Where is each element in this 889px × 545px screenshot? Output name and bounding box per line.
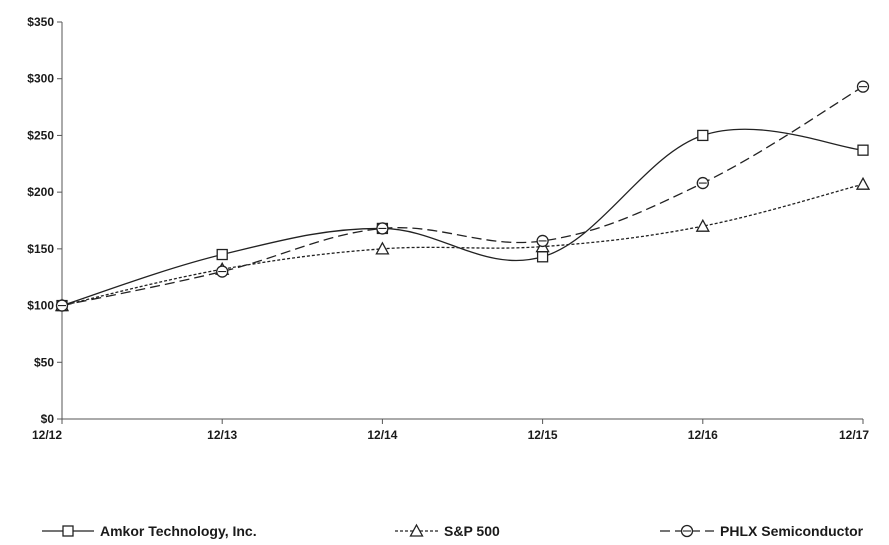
data-point-square <box>857 144 869 156</box>
data-point-square <box>697 129 709 142</box>
data-point-circle <box>376 222 389 235</box>
legend-item: Amkor Technology, Inc. <box>42 523 257 539</box>
y-axis-ticks: $0 $50 $100 $150 $200 $250 $300 $350 <box>27 15 62 426</box>
x-tick-label: 12/16 <box>688 428 718 442</box>
data-point-triangle <box>855 176 871 190</box>
y-tick-label: $0 <box>41 412 55 426</box>
legend-marker-triangle <box>409 523 424 537</box>
series-markers <box>54 80 871 312</box>
x-tick-label: 12/15 <box>528 428 558 442</box>
data-point-circle <box>216 265 229 278</box>
legend-item: PHLX Semiconductor <box>660 523 864 539</box>
legend-label: Amkor Technology, Inc. <box>100 523 257 539</box>
data-point-circle <box>856 80 870 93</box>
y-tick-label: $50 <box>34 355 54 369</box>
legend-marker-square <box>62 525 74 537</box>
x-tick-label: 12/12 <box>32 428 62 442</box>
x-tick-label: 12/13 <box>207 428 237 442</box>
y-tick-label: $200 <box>27 185 54 199</box>
x-axis-ticks: 12/12 12/13 12/14 12/15 12/16 12/17 <box>32 419 869 442</box>
data-point-triangle <box>695 218 710 232</box>
legend: Amkor Technology, Inc. S&P 500 PHLX Semico… <box>42 523 864 539</box>
data-point-circle <box>696 176 709 190</box>
x-tick-label: 12/14 <box>367 428 397 442</box>
series-line-1 <box>61 183 864 307</box>
axes <box>61 22 863 420</box>
legend-marker-circle <box>680 524 694 538</box>
y-tick-label: $100 <box>27 299 54 313</box>
series-line-0 <box>61 128 864 307</box>
data-point-triangle <box>375 241 390 255</box>
y-tick-label: $250 <box>27 128 54 142</box>
data-point-circle <box>536 234 549 248</box>
x-tick-label: 12/17 <box>839 428 869 442</box>
data-point-circle <box>55 299 69 312</box>
legend-label: PHLX Semiconductor <box>720 523 864 539</box>
y-tick-label: $350 <box>27 15 54 29</box>
data-point-square <box>536 251 549 263</box>
data-point-square <box>216 248 228 261</box>
legend-label: S&P 500 <box>444 523 500 539</box>
legend-item: S&P 500 <box>395 523 500 539</box>
y-tick-label: $300 <box>27 72 54 86</box>
series-line-2 <box>61 86 864 307</box>
series-lines <box>61 86 864 307</box>
y-tick-label: $150 <box>27 242 54 256</box>
